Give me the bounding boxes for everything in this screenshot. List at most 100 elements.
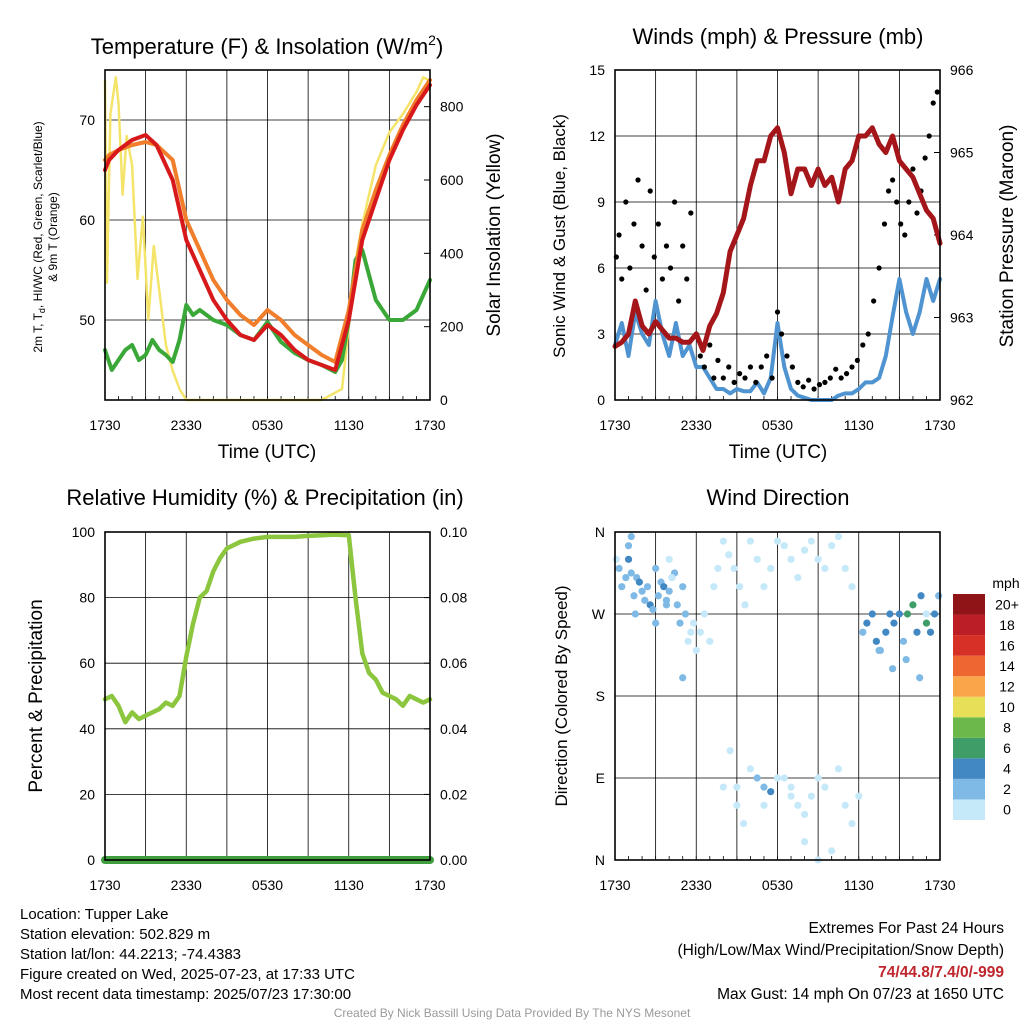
direction-point [800,546,809,554]
gust-point [676,298,682,304]
temperature-y2label: Solar Insolation (Yellow) [484,133,505,336]
direction-point [622,573,630,582]
direction-point [909,601,917,609]
winds-ytick-label: 9 [597,194,605,210]
station-info: Location: Tupper Lake Station elevation:… [20,905,355,1005]
gust-point [627,265,633,271]
gust-point [922,155,928,161]
direction-point [624,542,633,550]
humidity-ytick-label: 60 [79,655,95,671]
temperature-xtick-label: 1730 [89,417,120,433]
direction-point [652,564,660,573]
temperature-ylabel-line2: & 9m T (Orange) [46,192,60,282]
direction-point [689,619,698,627]
winds-y2tick-label: 962 [950,392,974,408]
direction-point [706,637,714,645]
colorbar-label: 2 [1003,781,1011,797]
winds-ytick-label: 0 [597,392,605,408]
direction-point [794,801,802,809]
direction-point [719,537,727,545]
winds-y2tick-label: 963 [950,310,974,326]
direction-point [665,587,673,595]
gust-point [643,287,649,293]
series-t2m [103,83,432,372]
humidity-y2tick-label: 0.04 [440,721,467,737]
direction-plot: 1730 2330 0530 1130 1730 N E S W N [592,524,956,893]
gust-point [833,366,839,372]
colorbar-label: 8 [1003,720,1011,736]
gust-point [680,243,686,249]
direction-point [787,783,795,791]
gust-point [854,357,860,363]
gust-point [697,353,703,359]
direction-xtick-label: 1130 [844,877,874,893]
direction-point [902,655,910,664]
colorbar-label: 20+ [995,596,1019,612]
gust-point [876,265,882,271]
direction-point [848,819,856,828]
winds-y2tick-label: 965 [950,145,974,161]
direction-point [649,605,657,614]
series-rh [102,532,433,725]
temperature-plot: 1730 2330 0530 1130 1730 50 60 70 0 200 400 600 800 [79,69,464,433]
figure-created: Figure created on Wed, 2025-07-23, at 17… [20,966,355,983]
direction-point [753,774,761,782]
temperature-y2tick-label: 400 [440,245,464,261]
winds-y2label: Station Pressure (Maroon) [997,125,1018,348]
humidity-y2tick-label: 0.02 [440,786,467,802]
gust-point [914,210,920,216]
gust-point [758,364,764,370]
gust-point [671,199,678,205]
gust-point [881,221,888,227]
direction-point [654,592,662,600]
colorbar-swatch [953,594,985,615]
temperature-xtick-label: 1730 [414,417,445,433]
direction-point [926,628,935,636]
gust-point [663,243,670,249]
direction-point [828,847,836,855]
credit-line: Created By Nick Bassill Using Data Provi… [333,1006,691,1020]
direction-point [889,665,897,673]
humidity-xtick-label: 1730 [414,877,445,893]
direction-point [848,583,856,591]
direction-point [641,596,649,604]
gust-point [865,331,871,337]
gust-point [778,331,785,337]
direction-point [746,765,755,773]
gust-point [806,377,812,383]
humidity-ylabel: Percent & Precipitation [26,599,47,792]
gust-point [849,364,855,370]
temperature-xtick-label: 1130 [334,417,364,433]
direction-point [679,583,687,591]
direction-point [913,628,921,636]
gust-point [890,177,896,183]
direction-point [767,788,775,796]
humidity-y2tick-label: 0.10 [440,524,467,540]
winds-panel: Winds (mph) & Pressure (mb) Sonic Wind &… [550,24,1018,463]
gust-point [731,379,737,385]
station-location: Location: Tupper Lake [20,906,169,923]
humidity-ytick-label: 20 [79,786,95,802]
direction-point [828,542,836,550]
gust-point [789,364,795,370]
humidity-panel: Relative Humidity (%) & Precipitation (i… [26,485,467,893]
gust-point [906,199,912,205]
direction-point [684,637,692,645]
direction-point [760,583,768,591]
humidity-y2tick-label: 0.06 [440,655,467,671]
direction-point [787,555,795,563]
direction-point [800,810,809,819]
direction-point [922,610,931,618]
colorbar-swatch [953,655,985,677]
speed-colorbar: 0 2 4 6 8 10 12 14 16 18 20+ [953,594,1019,820]
direction-point [612,555,620,563]
direction-point [627,532,635,541]
direction-point [746,537,755,545]
gust-point [885,188,892,194]
colorbar-label: 12 [999,678,1015,694]
series-insolation [103,76,432,402]
colorbar-swatch [953,799,985,820]
humidity-plot: 1730 2330 0530 1130 1730 0 20 40 60 80 100 0.00 0.02… [72,524,468,893]
direction-point [673,601,681,609]
